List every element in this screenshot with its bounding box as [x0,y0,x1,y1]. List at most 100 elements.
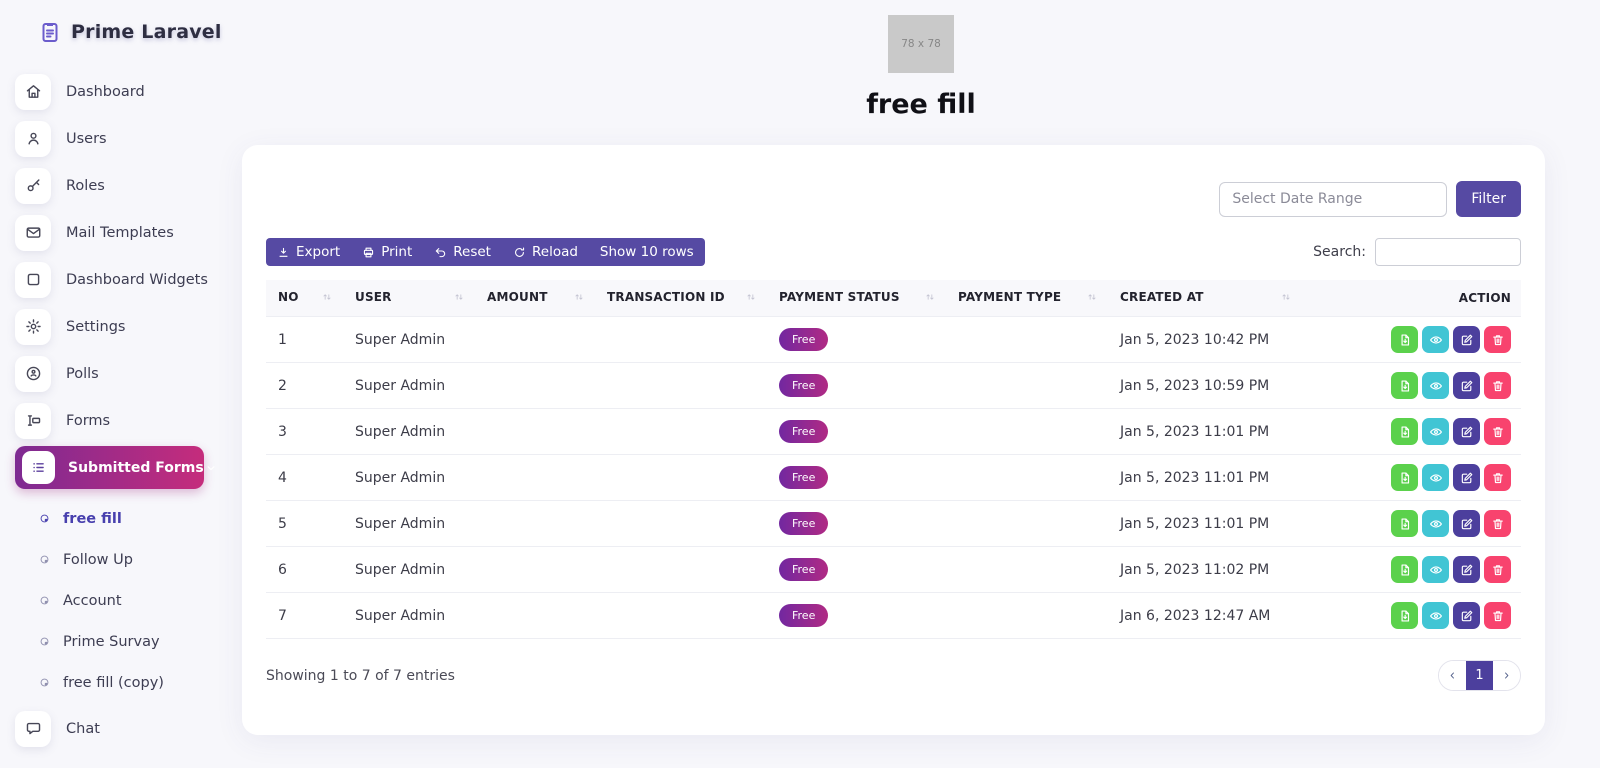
print-button[interactable]: Print [351,238,423,266]
delete-button[interactable] [1484,556,1511,583]
eye-icon [1429,379,1443,393]
payment-status-badge: Free [779,328,829,351]
cell-created-at: Jan 5, 2023 10:59 PM [1108,362,1302,409]
view-button[interactable] [1422,372,1449,399]
view-button[interactable] [1422,326,1449,353]
sidebar-item-chat[interactable]: Chat [0,705,242,752]
cell-payment-type [946,500,1108,547]
file-download-button[interactable] [1391,326,1418,353]
cell-action [1302,546,1521,593]
submenu-item-label: Prime Survay [63,633,160,650]
show-10-rows-button[interactable]: Show 10 rows [589,238,705,266]
cell-no: 6 [266,546,343,593]
sidebar-item-label: Users [66,130,107,147]
delete-button[interactable] [1484,418,1511,445]
filter-button[interactable]: Filter [1456,181,1521,217]
pagination-next-button[interactable] [1493,661,1520,690]
reset-button[interactable]: Reset [423,238,502,266]
view-button[interactable] [1422,556,1449,583]
edit-button[interactable] [1453,418,1480,445]
sidebar-item-label: Roles [66,177,105,194]
cell-payment-type [946,316,1108,363]
pagination-prev-button[interactable] [1439,661,1466,690]
download-icon [277,246,290,259]
file-download-icon [1398,517,1412,531]
view-button[interactable] [1422,510,1449,537]
edit-button[interactable] [1453,556,1480,583]
search-input[interactable] [1375,238,1521,266]
cell-action [1302,408,1521,455]
sidebar-item-dashboard[interactable]: Dashboard [0,68,242,115]
edit-button[interactable] [1453,464,1480,491]
delete-button[interactable] [1484,326,1511,353]
cell-payment-type [946,408,1108,455]
delete-button[interactable] [1484,372,1511,399]
column-header-created-at[interactable]: CREATED AT [1108,280,1302,317]
edit-button[interactable] [1453,602,1480,629]
cell-amount [475,362,595,409]
sidebar-item-roles[interactable]: Roles [0,162,242,209]
circle-icon [39,636,50,647]
form-image-placeholder: 78 x 78 [888,15,954,73]
cell-no: 2 [266,362,343,409]
column-header-transaction-id[interactable]: TRANSACTION ID [595,280,767,317]
sidebar-item-dashboard-widgets[interactable]: Dashboard Widgets [0,256,242,303]
sidebar-item-polls[interactable]: Polls [0,350,242,397]
sidebar-item-settings[interactable]: Settings [0,303,242,350]
file-download-button[interactable] [1391,556,1418,583]
column-header-user[interactable]: USER [343,280,475,317]
submenu-item-follow-up[interactable]: Follow Up [0,539,242,580]
edit-icon [1460,425,1474,439]
view-button[interactable] [1422,602,1449,629]
sidebar-item-users[interactable]: Users [0,115,242,162]
submenu-item-prime-survay[interactable]: Prime Survay [0,621,242,662]
payment-status-badge: Free [779,420,829,443]
file-download-button[interactable] [1391,602,1418,629]
delete-button[interactable] [1484,464,1511,491]
file-download-icon [1398,609,1412,623]
submenu-item-label: free fill [63,510,122,527]
chevron-down-icon [204,461,218,475]
edit-button[interactable] [1453,326,1480,353]
pagination-page-1-button[interactable]: 1 [1466,661,1493,690]
cell-user: Super Admin [343,408,475,455]
column-header-no[interactable]: NO [266,280,343,317]
file-download-icon [1398,425,1412,439]
table-row: 6 Super Admin Free Jan 5, 2023 11:02 PM [266,546,1521,593]
reload-button[interactable]: Reload [502,238,589,266]
delete-button[interactable] [1484,510,1511,537]
cell-user: Super Admin [343,500,475,547]
table-header-row: NO USER AMOUNT TRANSACTION ID PAYMENT STATUS… [266,280,1521,317]
edit-button[interactable] [1453,510,1480,537]
column-header-payment-type[interactable]: PAYMENT TYPE [946,280,1108,317]
file-download-button[interactable] [1391,510,1418,537]
entries-info: Showing 1 to 7 of 7 entries [266,667,455,684]
sort-icon [1280,291,1292,306]
cell-payment-status: Free [767,316,946,363]
main-content: 78 x 78 free fill Filter Export Print Rese… [242,0,1600,768]
view-button[interactable] [1422,418,1449,445]
sidebar-item-forms[interactable]: Forms [0,397,242,444]
row-actions [1314,510,1511,537]
file-download-button[interactable] [1391,464,1418,491]
column-header-payment-status[interactable]: PAYMENT STATUS [767,280,946,317]
cell-created-at: Jan 5, 2023 10:42 PM [1108,316,1302,363]
export-button[interactable]: Export [266,238,351,266]
submenu-item-account[interactable]: Account [0,580,242,621]
file-download-button[interactable] [1391,418,1418,445]
edit-button[interactable] [1453,372,1480,399]
sidebar-item-mail-templates[interactable]: Mail Templates [0,209,242,256]
submenu-item-free-fill-copy[interactable]: free fill (copy) [0,662,242,703]
cell-action [1302,362,1521,409]
sidebar-item-submitted-forms[interactable]: Submitted Forms [15,446,215,489]
column-header-amount[interactable]: AMOUNT [475,280,595,317]
gear-icon [15,308,51,345]
page-title: free fill [866,89,976,120]
view-button[interactable] [1422,464,1449,491]
date-range-input[interactable] [1219,181,1448,217]
submenu-item-free-fill[interactable]: free fill [0,498,242,539]
delete-button[interactable] [1484,602,1511,629]
sidebar-item-label: Chat [66,720,100,737]
file-download-button[interactable] [1391,372,1418,399]
row-actions [1314,602,1511,629]
